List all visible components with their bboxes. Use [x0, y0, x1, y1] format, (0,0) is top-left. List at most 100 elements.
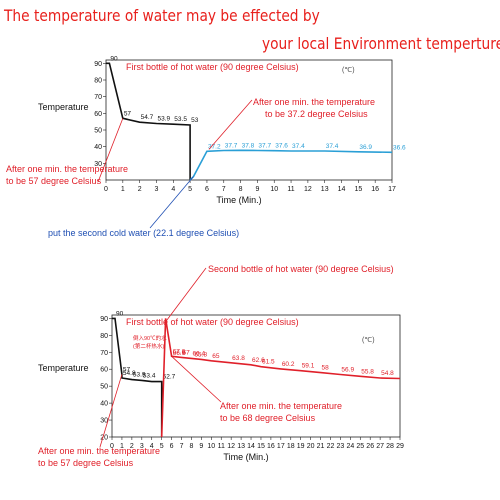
series-line-cold	[189, 149, 393, 181]
y-tick-label: 40	[94, 144, 102, 151]
annotation-cold-pointer	[149, 176, 194, 229]
data-label: 58	[322, 365, 330, 372]
data-label: 54.7	[141, 114, 154, 121]
x-axis-label: Time (Min.)	[223, 452, 268, 462]
data-label: 37.7	[258, 143, 271, 150]
data-label: 54.8	[381, 370, 394, 377]
annotation-37-pointer	[208, 99, 253, 150]
annotation-57-pointer-2	[99, 374, 123, 448]
annotation-37-line2: to be 37.2 degree Celsius	[265, 109, 368, 119]
x-tick-label: 12	[304, 186, 312, 193]
data-label: 57	[124, 110, 132, 117]
x-tick-label: 9	[255, 186, 259, 193]
data-label: 63.8	[232, 355, 245, 362]
x-tick-label: 0	[110, 443, 114, 450]
y-tick-label: 80	[94, 78, 102, 85]
x-tick-label: 14	[338, 186, 346, 193]
data-label: 66.4	[192, 350, 205, 357]
x-tick-label: 5	[188, 186, 192, 193]
inset-note-line2: (第二杯热水)	[133, 342, 164, 350]
x-tick-label: 10	[207, 443, 215, 450]
y-tick-label: 80	[100, 333, 108, 340]
y-tick-label: 30	[100, 418, 108, 425]
annotation-68-line2: to be 68 degree Celsius	[220, 413, 316, 423]
data-label: 37.2	[208, 143, 221, 150]
y-tick-label: 20	[100, 435, 108, 442]
x-tick-label: 19	[297, 443, 305, 450]
x-tick-label: 4	[171, 186, 175, 193]
data-label: 62.6	[252, 357, 265, 364]
data-label: 60.2	[282, 361, 295, 368]
annotation-37-line1: After one min. the temperature	[253, 97, 375, 107]
x-tick-label: 5	[160, 443, 164, 450]
data-label: 37.4	[292, 143, 305, 150]
data-label: 53.5	[174, 116, 187, 123]
data-label: 55.8	[361, 368, 374, 375]
x-tick-label: 10	[270, 186, 278, 193]
headline-line-2: your local Environment temperture.	[262, 34, 500, 53]
data-label: 90	[116, 310, 124, 317]
y-tick-label: 40	[100, 401, 108, 408]
inset-note-line1: 倒入90℃的水	[133, 334, 167, 342]
series-line-combined	[160, 318, 401, 438]
data-label: 61.5	[262, 359, 275, 366]
y-tick-label: 60	[100, 367, 108, 374]
x-tick-label: 1	[120, 443, 124, 450]
x-tick-label: 15	[257, 443, 265, 450]
x-tick-label: 17	[388, 186, 396, 193]
data-label: 36.6	[393, 144, 406, 151]
data-label: 53	[191, 117, 199, 124]
x-tick-label: 15	[354, 186, 362, 193]
x-tick-label: 11	[287, 186, 294, 193]
data-label: 37.4	[326, 143, 339, 150]
plot-frame	[105, 59, 393, 181]
x-tick-label: 24	[346, 443, 354, 450]
data-label: 59.1	[302, 363, 315, 370]
y-tick-label: 70	[100, 350, 108, 357]
x-tick-label: 11	[218, 443, 225, 450]
x-axis-label: Time (Min.)	[216, 195, 261, 205]
x-tick-label: 17	[277, 443, 285, 450]
y-tick-label: 30	[94, 161, 102, 168]
data-label: 52.7	[163, 374, 176, 381]
data-label: 66.6	[173, 350, 186, 357]
x-tick-label: 3	[155, 186, 159, 193]
annotation-second-bottle: Second bottle of hot water (90 degree Ce…	[208, 264, 394, 274]
x-tick-label: 2	[130, 443, 134, 450]
data-label: 67	[183, 349, 191, 356]
y-tick-label: 50	[100, 384, 108, 391]
data-label: 37.6	[275, 143, 288, 150]
data-label: 37.8	[242, 142, 255, 149]
x-tick-label: 14	[247, 443, 255, 450]
annotation-68-line1: After one min. the temperature	[220, 401, 342, 411]
x-tick-label: 23	[337, 443, 345, 450]
x-tick-label: 13	[237, 443, 245, 450]
headline-line-1: The temperature of water may be effected…	[4, 6, 320, 25]
annotation-first-bottle: First bottle of hot water (90 degree Cel…	[126, 62, 299, 72]
x-tick-label: 6	[205, 186, 209, 193]
x-tick-label: 7	[222, 186, 226, 193]
x-tick-label: 28	[386, 443, 394, 450]
x-tick-label: 9	[199, 443, 203, 450]
x-tick-label: 26	[366, 443, 374, 450]
x-tick-label: 16	[267, 443, 275, 450]
data-label: 53.4	[143, 372, 156, 379]
x-tick-label: 27	[376, 443, 384, 450]
y-tick-label: 50	[94, 128, 102, 135]
y-tick-label: 60	[94, 111, 102, 118]
data-label: 36.9	[359, 144, 372, 151]
x-tick-label: 29	[396, 443, 404, 450]
series-line-hot	[106, 62, 191, 180]
x-tick-label: 2	[138, 186, 142, 193]
data-label: 57	[123, 366, 131, 373]
plot-frame	[111, 314, 401, 438]
x-tick-label: 7	[180, 443, 184, 450]
annotation-57-pointer	[97, 118, 124, 183]
y-tick-label: 90	[100, 316, 108, 323]
x-tick-label: 21	[317, 443, 325, 450]
x-tick-label: 8	[239, 186, 243, 193]
series-line-hot	[112, 317, 163, 437]
x-tick-label: 18	[287, 443, 295, 450]
x-tick-label: 1	[121, 186, 125, 193]
data-label: 53.9	[133, 372, 146, 379]
